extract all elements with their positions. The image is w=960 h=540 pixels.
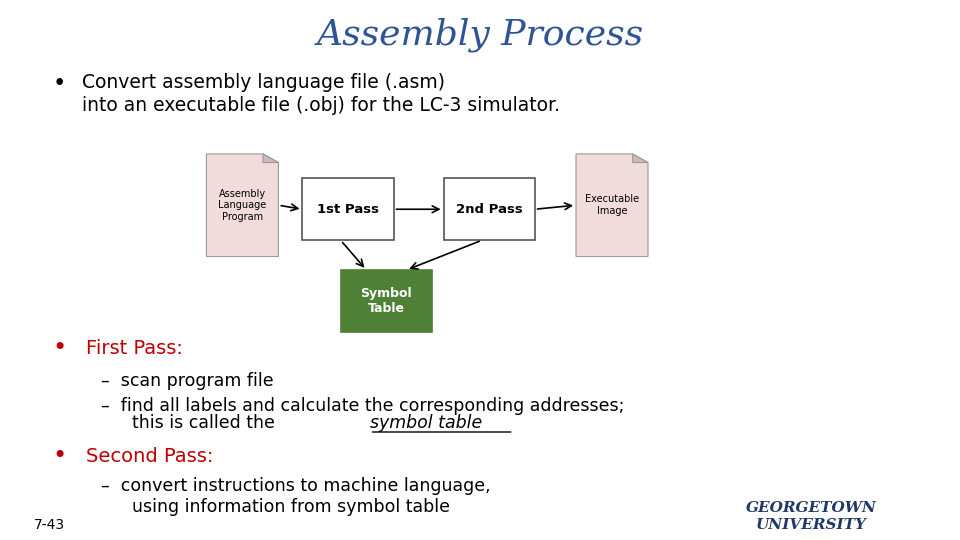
Text: UNIVERSITY: UNIVERSITY: [756, 518, 867, 532]
Text: Symbol
Table: Symbol Table: [361, 287, 412, 315]
FancyBboxPatch shape: [302, 178, 394, 240]
FancyBboxPatch shape: [444, 178, 535, 240]
Text: GEORGETOWN: GEORGETOWN: [746, 501, 876, 515]
Polygon shape: [633, 154, 648, 163]
Text: •: •: [53, 72, 66, 95]
Text: using information from symbol table: using information from symbol table: [132, 497, 450, 516]
Text: 1st Pass: 1st Pass: [317, 202, 379, 216]
Text: Assembly
Language
Program: Assembly Language Program: [218, 188, 267, 222]
Text: 2nd Pass: 2nd Pass: [456, 202, 522, 216]
Text: into an executable file (.obj) for the LC-3 simulator.: into an executable file (.obj) for the L…: [82, 96, 560, 115]
Text: –  convert instructions to machine language,: – convert instructions to machine langua…: [101, 477, 491, 495]
Text: Convert assembly language file (.asm): Convert assembly language file (.asm): [82, 72, 444, 92]
Text: this is called the: this is called the: [132, 414, 281, 431]
Polygon shape: [576, 154, 648, 256]
Text: –  scan program file: – scan program file: [101, 372, 274, 390]
Polygon shape: [263, 154, 278, 163]
Text: Second Pass:: Second Pass:: [86, 447, 214, 466]
Polygon shape: [206, 154, 278, 256]
Text: Assembly Process: Assembly Process: [317, 18, 643, 52]
FancyBboxPatch shape: [341, 270, 432, 332]
Text: –  find all labels and calculate the corresponding addresses;: – find all labels and calculate the corr…: [101, 397, 624, 415]
Text: Executable
Image: Executable Image: [585, 194, 639, 216]
Text: 7-43: 7-43: [34, 518, 64, 532]
Text: •: •: [53, 444, 67, 468]
Text: symbol table: symbol table: [370, 414, 482, 431]
Text: •: •: [53, 336, 67, 360]
Text: First Pass:: First Pass:: [86, 339, 183, 358]
